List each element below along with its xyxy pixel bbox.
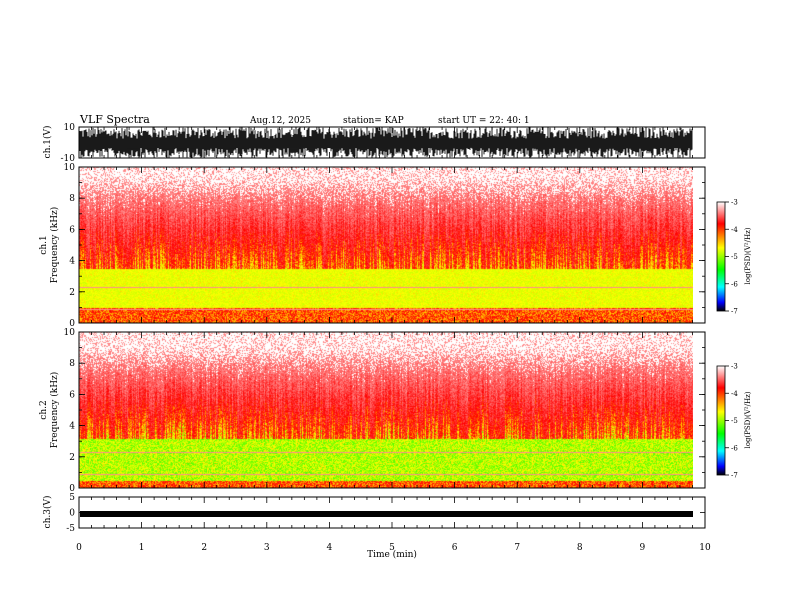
y-tick-label: -10 [61, 154, 76, 164]
colorbar-tick-label: -3 [731, 363, 738, 371]
x-tick-label: 1 [139, 543, 145, 553]
ch3-waveform-trace [80, 511, 693, 517]
ch3-waveform-ylabel: ch.3(V) [42, 496, 53, 529]
colorbar-tick-label: -7 [731, 472, 738, 480]
x-tick-label: 5 [389, 543, 395, 553]
y-tick-label: 5 [69, 493, 75, 503]
y-tick-label: 0 [69, 509, 75, 519]
y-tick-label: 0 [69, 319, 75, 329]
y-tick-label: 6 [69, 390, 75, 400]
x-tick-label: 4 [327, 543, 333, 553]
y-tick-label: 8 [69, 359, 75, 369]
ch1-colorbar-gradient [716, 201, 726, 312]
ch1-waveform-ylabel: ch.1(V) [42, 126, 53, 159]
x-tick-label: 7 [514, 543, 520, 553]
ch2-spectrogram-image [79, 332, 693, 488]
x-tick-label: 3 [264, 543, 270, 553]
y-tick-label: 4 [69, 422, 75, 432]
ch1-spectrogram-ylabel-line1: ch.1 [39, 235, 49, 254]
start-time-label: start UT = 22: 40: 1 [438, 116, 530, 126]
ch2-spectrogram-ylabel-line2: Frequency (kHz) [49, 372, 60, 449]
colorbar-tick-label: -6 [731, 280, 738, 288]
ch2-spectrogram-ylabel-line1: ch.2 [39, 400, 49, 419]
ch1-waveform-path [79, 127, 693, 158]
y-tick-label: 10 [64, 163, 76, 173]
y-tick-label: 10 [64, 328, 76, 338]
colorbar-tick-label: -5 [731, 253, 738, 261]
station-label: station= KAP [343, 116, 404, 126]
y-tick-label: 8 [69, 194, 75, 204]
date-label: Aug.12, 2025 [249, 116, 311, 126]
ch1-spectrogram-ylabel-line2: Frequency (kHz) [49, 207, 60, 284]
ch1-colorbar: -3 -4 -5 -6 -7 log(PSD)(V²/Hz) [716, 199, 752, 316]
ch3-waveform-band [80, 511, 693, 517]
x-axis-label: Time (min) [367, 549, 417, 560]
y-tick-label: 2 [69, 288, 75, 298]
ch1-waveform-trace [79, 127, 693, 158]
y-tick-label: -5 [66, 524, 75, 534]
y-tick-label: 6 [69, 225, 75, 235]
y-tick-label: 10 [64, 123, 76, 133]
x-tick-label: 9 [640, 543, 646, 553]
y-tick-label: 0 [69, 484, 75, 494]
x-tick-label: 8 [577, 543, 583, 553]
y-tick-label: 4 [69, 257, 75, 267]
colorbar-tick-label: -6 [731, 444, 738, 452]
figure-title: VLF Spectra [79, 113, 150, 126]
ch1-spectrogram-image [79, 167, 693, 323]
x-tick-label: 0 [76, 543, 82, 553]
x-tick-label: 6 [452, 543, 458, 553]
ch2-colorbar-label: log(PSD)(V²/Hz) [744, 391, 752, 448]
colorbar-tick-label: -4 [731, 226, 738, 234]
colorbar-tick-label: -7 [731, 308, 738, 316]
ch2-colorbar: -3 -4 -5 -6 -7 log(PSD)(V²/Hz) [716, 363, 752, 480]
ch1-colorbar-ticks: -3 -4 -5 -6 -7 [725, 199, 738, 316]
x-tick-label: 2 [201, 543, 207, 553]
ch1-colorbar-label: log(PSD)(V²/Hz) [744, 227, 752, 284]
x-tick-label: 10 [699, 543, 711, 553]
colorbar-tick-label: -3 [731, 199, 738, 207]
ch2-colorbar-gradient [716, 365, 726, 476]
colorbar-tick-label: -4 [731, 390, 738, 398]
y-tick-label: 2 [69, 453, 75, 463]
ch2-colorbar-ticks: -3 -4 -5 -6 -7 [725, 363, 738, 480]
colorbar-tick-label: -5 [731, 417, 738, 425]
